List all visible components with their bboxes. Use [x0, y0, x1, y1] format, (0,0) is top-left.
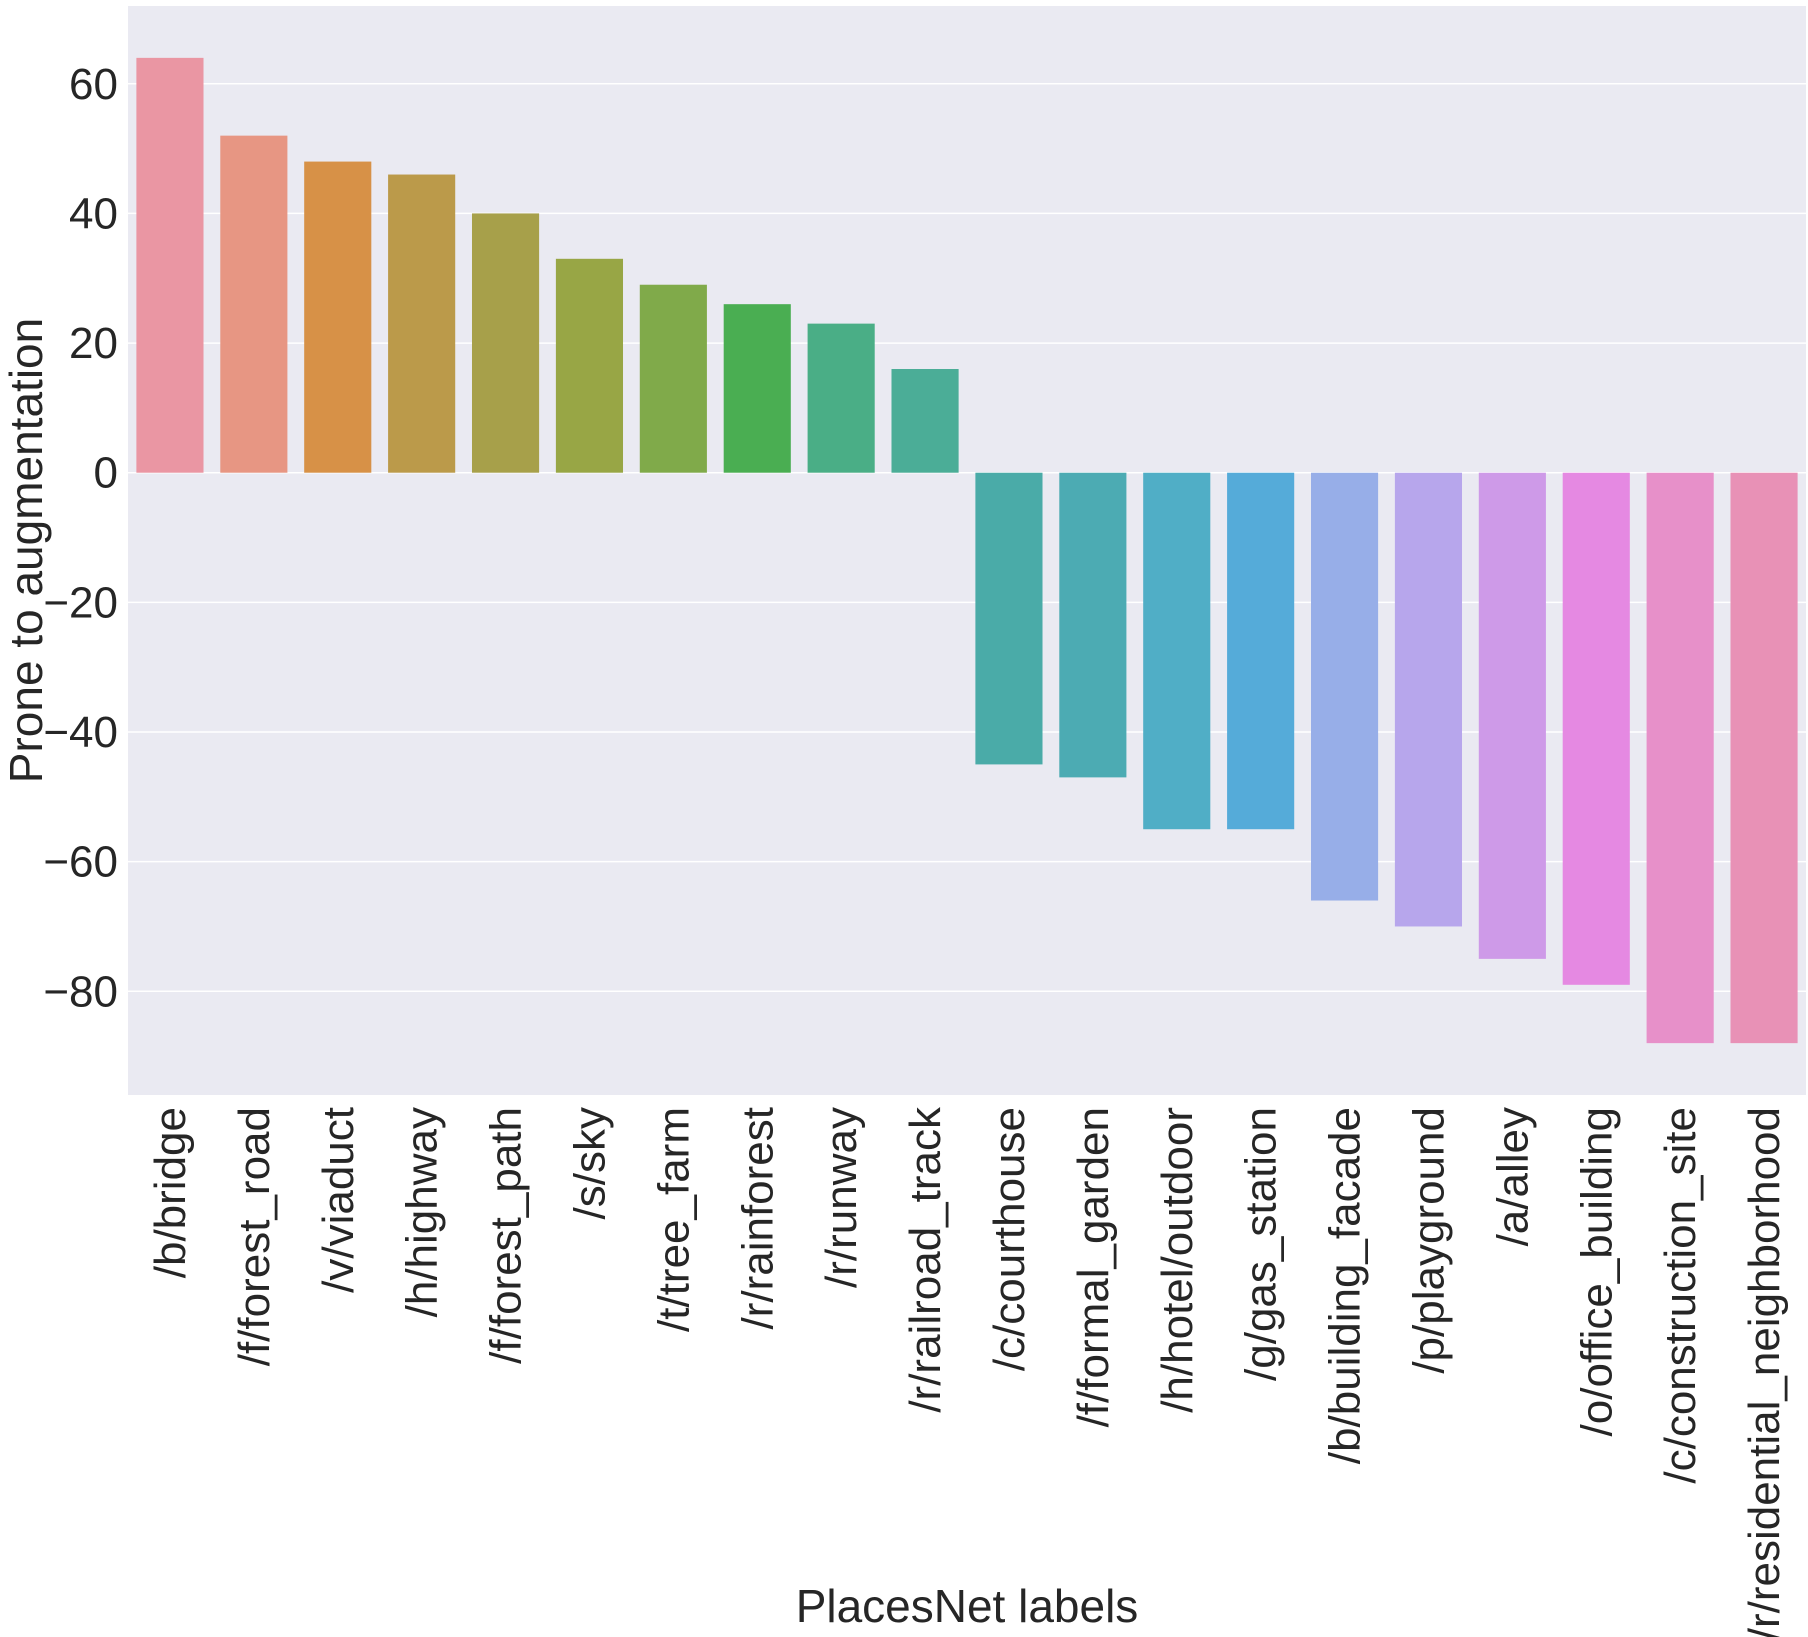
bar [136, 57, 204, 473]
y-tick-label: 20 [69, 319, 118, 368]
y-tick-label: −40 [43, 708, 118, 757]
y-tick-label: −20 [43, 578, 118, 627]
y-tick-label: 40 [69, 189, 118, 238]
bar [388, 174, 456, 473]
bar [891, 369, 959, 473]
bar [1394, 472, 1463, 927]
bar [1227, 472, 1295, 830]
x-tick-label: /t/tree_farm [649, 1107, 698, 1332]
x-tick-label: /p/playground [1404, 1107, 1453, 1374]
bar [1310, 472, 1379, 901]
x-tick-label: /c/courthouse [985, 1107, 1034, 1371]
x-tick-label: /r/runway [817, 1107, 866, 1288]
x-tick-label: /f/forest_road [230, 1107, 279, 1366]
bar [1646, 472, 1714, 1044]
bar [975, 472, 1043, 765]
bar [1059, 472, 1127, 778]
x-axis-label: PlacesNet labels [796, 1580, 1139, 1632]
bar [471, 213, 540, 473]
x-tick-label: /h/hotel/outdoor [1153, 1107, 1202, 1413]
x-tick-label: /r/railroad_track [901, 1106, 950, 1413]
bar [1143, 472, 1211, 830]
x-tick-label: /g/gas_station [1237, 1107, 1286, 1381]
x-tick-label: /s/sky [565, 1107, 614, 1219]
x-tick-label: /b/building_facade [1321, 1107, 1370, 1464]
x-tick-label: /f/formal_garden [1069, 1107, 1118, 1427]
bar [555, 258, 624, 473]
y-tick-label: 60 [69, 60, 118, 109]
x-tick-labels: /b/bridge/f/forest_road/v/viaduct/h/high… [146, 1106, 1789, 1637]
x-tick-label: /v/viaduct [314, 1107, 363, 1293]
bar [723, 304, 791, 473]
y-tick-label: −60 [43, 838, 118, 887]
y-axis-label: Prone to augmentation [0, 318, 52, 783]
y-tick-label: 0 [94, 449, 118, 498]
bar [220, 135, 288, 473]
x-tick-label: /r/rainforest [733, 1107, 782, 1330]
x-tick-label: /f/forest_path [482, 1107, 531, 1364]
x-tick-label: /b/bridge [146, 1107, 195, 1278]
y-tick-label: −80 [43, 967, 118, 1016]
bar [639, 284, 707, 473]
bar [1730, 472, 1798, 1044]
bar [304, 161, 372, 473]
bar [1562, 472, 1630, 985]
x-tick-label: /a/alley [1488, 1107, 1537, 1246]
x-tick-label: /o/office_building [1572, 1107, 1621, 1436]
x-tick-label: /c/construction_site [1656, 1107, 1705, 1484]
x-tick-label: /h/highway [398, 1107, 447, 1317]
bars [136, 57, 1798, 1044]
x-tick-label: /r/residential_neighborhood [1740, 1107, 1789, 1637]
plot-background [128, 6, 1806, 1095]
bar [1478, 472, 1546, 959]
bar [807, 323, 875, 473]
y-tick-labels: 60 40 20 0 −20 −40 −60 −80 [43, 60, 118, 1016]
